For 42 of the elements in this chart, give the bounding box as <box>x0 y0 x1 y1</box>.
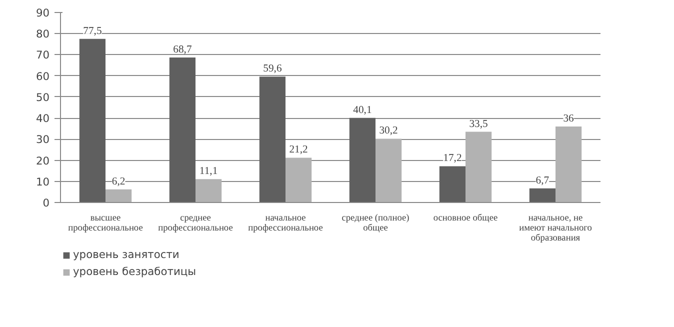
x-tick-label: высшее профессиональное <box>68 214 143 234</box>
bar <box>286 158 312 202</box>
x-tick-label: основное общее <box>433 214 498 224</box>
bar <box>376 138 402 202</box>
bar <box>439 166 466 202</box>
y-tick-label: 40 <box>36 112 50 126</box>
bar <box>259 76 286 202</box>
x-tick-label: начальное, не имеют начального образования <box>519 214 592 244</box>
bar <box>106 189 132 202</box>
data-label: 6,2 <box>112 176 126 188</box>
bar <box>169 57 196 202</box>
x-tick-label: среднее (полное) общее <box>342 214 410 234</box>
data-label: 6,7 <box>536 175 550 186</box>
bar <box>349 118 376 202</box>
y-tick-label: 60 <box>36 70 50 83</box>
y-tick-label: 80 <box>36 28 50 41</box>
y-tick-label: 90 <box>36 6 50 20</box>
data-label: 77,5 <box>83 26 102 37</box>
legend-label: уровень безработицы <box>73 265 196 278</box>
y-tick-label: 10 <box>36 175 50 188</box>
bar <box>79 38 106 202</box>
data-label: 68,7 <box>173 44 192 56</box>
y-tick-label: 30 <box>36 133 50 146</box>
data-label: 21,2 <box>289 144 308 156</box>
y-tick-label: 0 <box>42 196 50 210</box>
data-label: 33,5 <box>469 118 488 130</box>
data-label: 11,1 <box>199 166 218 178</box>
data-label: 40,1 <box>353 104 372 116</box>
data-label: 30,2 <box>379 126 398 137</box>
legend-label: уровень занятости <box>73 248 180 261</box>
data-label: 59,6 <box>263 64 282 75</box>
x-tick-label: среднее профессиональное <box>158 214 233 234</box>
data-label: 17,2 <box>443 153 462 164</box>
bar <box>196 179 222 202</box>
y-tick-label: 20 <box>36 154 50 168</box>
bar <box>556 126 582 202</box>
bar <box>466 132 492 202</box>
data-label: 36 <box>563 114 575 124</box>
y-tick-label: 70 <box>36 48 50 62</box>
bar <box>529 188 556 202</box>
y-tick-label: 50 <box>36 90 50 104</box>
x-tick-label: начальное профессиональное <box>248 214 323 234</box>
